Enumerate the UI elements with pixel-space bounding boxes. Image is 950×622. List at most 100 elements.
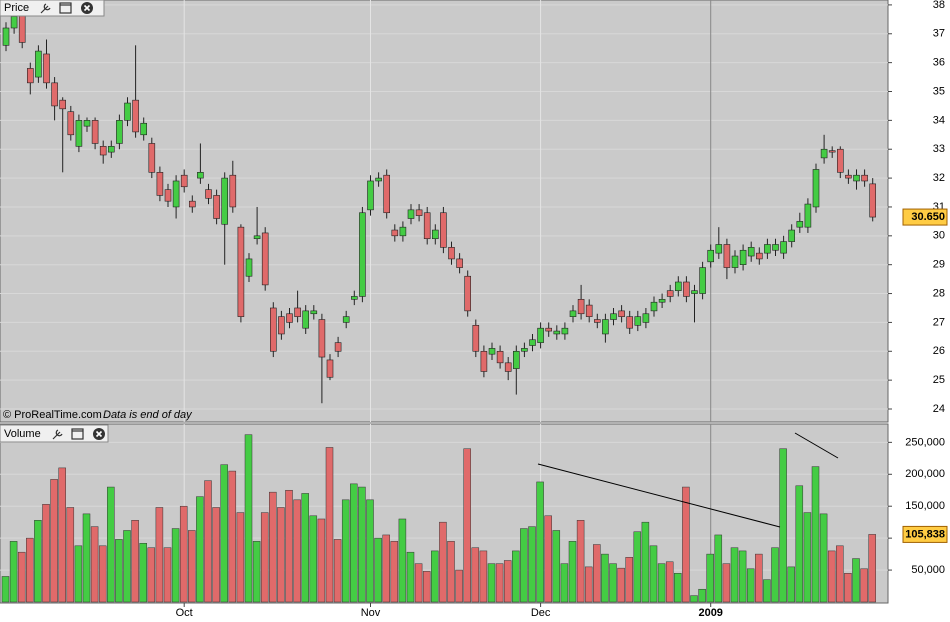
- volume-bar: [447, 541, 455, 603]
- candle-body: [464, 275, 472, 312]
- volume-bar: [366, 499, 374, 603]
- candle-body: [755, 252, 763, 260]
- panel-tab: [0, 0, 105, 17]
- volume-bar: [730, 547, 739, 603]
- volume-bar: [593, 544, 601, 603]
- volume-bar: [82, 513, 91, 603]
- candle-body: [26, 68, 34, 84]
- volume-bar: [74, 545, 83, 603]
- close-icon[interactable]: [93, 428, 105, 440]
- y-tick-label: 32: [933, 172, 945, 184]
- candle-body: [302, 310, 310, 329]
- candle-body: [723, 244, 731, 268]
- volume-bar: [139, 542, 147, 603]
- y-tick-label: 28: [933, 287, 945, 299]
- volume-bar: [406, 551, 415, 603]
- y-tick-label: 25: [933, 374, 945, 386]
- candle-body: [99, 146, 107, 156]
- window-icon[interactable]: [71, 428, 84, 440]
- candle-body: [828, 150, 836, 153]
- candle-body: [521, 348, 528, 352]
- volume-bar: [414, 563, 423, 603]
- volume-bar: [204, 480, 212, 603]
- candle-body: [812, 169, 820, 208]
- volume-bar: [228, 470, 237, 603]
- candle-body: [83, 120, 91, 127]
- volume-bar: [341, 499, 350, 603]
- volume-bar: [439, 521, 447, 603]
- volume-bar: [746, 568, 755, 603]
- candle-body: [764, 244, 771, 254]
- volume-bar: [690, 595, 698, 603]
- candle-body: [861, 174, 868, 182]
- y-tick-label: 35: [933, 85, 945, 97]
- volume-bar: [633, 531, 642, 603]
- volume-bar: [171, 528, 180, 603]
- candle-body: [391, 229, 399, 237]
- y-tick-label: 30: [933, 230, 945, 242]
- volume-bar: [495, 563, 504, 603]
- source: © ProRealTime.com: [3, 409, 102, 421]
- trend-line: [794, 432, 839, 459]
- candle-body: [213, 195, 220, 219]
- volume-bar: [9, 541, 18, 603]
- volume-bar: [617, 567, 625, 603]
- candle-body: [529, 339, 536, 346]
- volume-bar: [252, 541, 261, 603]
- candle-body: [261, 232, 269, 286]
- volume-bar: [131, 520, 139, 603]
- volume-bar: [98, 545, 107, 603]
- y-tick-label: 150,000: [905, 500, 945, 512]
- y-tick-label: 36: [933, 57, 945, 69]
- volume-bar: [26, 537, 34, 603]
- candle-body: [569, 310, 577, 317]
- candle-body: [853, 174, 860, 182]
- y-tick-label: 34: [933, 114, 945, 126]
- volume-bar: [50, 479, 58, 603]
- volume-bar: [66, 507, 75, 603]
- volume-bar: [1, 576, 10, 603]
- volume-bar: [220, 464, 228, 603]
- volume-bar: [236, 512, 245, 603]
- volume-bar: [212, 507, 220, 603]
- volume-bar: [649, 545, 658, 603]
- volume-bar: [398, 518, 407, 603]
- settings-icon[interactable]: [40, 3, 51, 14]
- candle-body: [553, 330, 561, 335]
- window-icon[interactable]: [59, 2, 72, 14]
- volume-bar: [641, 521, 650, 603]
- volume-bar: [852, 558, 860, 603]
- y-tick-label: 27: [933, 316, 945, 328]
- settings-icon[interactable]: [52, 429, 63, 440]
- candle-body: [602, 319, 609, 335]
- candle-body: [504, 362, 512, 372]
- volume-bar: [422, 571, 431, 603]
- candle-body: [278, 316, 285, 335]
- candle-body: [116, 120, 123, 144]
- y-tick-label: 29: [933, 259, 945, 271]
- volume-bar: [269, 491, 277, 603]
- candle-body: [699, 267, 706, 294]
- volume-bar: [674, 573, 682, 603]
- x-tick-label: Dec: [531, 607, 551, 619]
- volume-bar: [487, 563, 496, 603]
- candle-body: [585, 304, 593, 317]
- volume-bar: [390, 541, 399, 603]
- candle-body: [237, 226, 245, 317]
- volume-bar: [17, 551, 26, 603]
- candle-body: [245, 258, 253, 277]
- candle-body: [788, 229, 796, 242]
- candle-body: [691, 290, 698, 294]
- volume-bar: [819, 513, 828, 603]
- volume-bar: [860, 568, 868, 603]
- candle-body: [91, 120, 99, 144]
- volume-bar: [698, 588, 706, 603]
- candle-body: [869, 183, 877, 218]
- volume-bar: [755, 553, 763, 603]
- candle-body: [545, 327, 553, 332]
- volume-bar: [188, 530, 196, 603]
- close-icon[interactable]: [81, 2, 93, 14]
- candle-body: [658, 299, 666, 303]
- volume-bar: [374, 537, 382, 603]
- volume-bar: [560, 563, 569, 603]
